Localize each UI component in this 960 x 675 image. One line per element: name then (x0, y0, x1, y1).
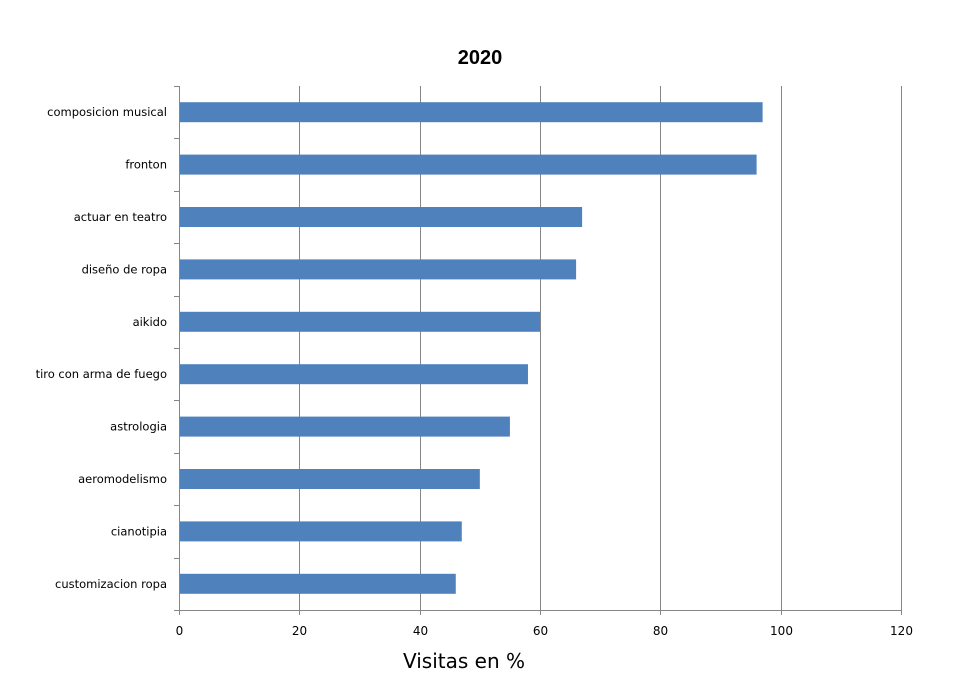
x-tick-label: 120 (890, 624, 913, 638)
x-tick-label: 60 (533, 624, 548, 638)
x-tick-label: 20 (292, 624, 307, 638)
bar (180, 469, 480, 489)
x-tick-label: 100 (770, 624, 793, 638)
x-tick-labels: 0 20 40 60 80 100 120 (176, 624, 913, 638)
bar (180, 207, 583, 227)
bar (180, 259, 577, 280)
bar (180, 364, 528, 385)
x-tick-label: 80 (653, 624, 668, 638)
bar (180, 102, 763, 123)
x-tick-label: 0 (176, 624, 184, 638)
category-label: aeromodelismo (78, 472, 167, 486)
bar (180, 521, 462, 542)
chart-title: 2020 (458, 47, 503, 69)
category-label: aikido (133, 315, 167, 329)
category-label: actuar en teatro (74, 210, 167, 224)
bar (180, 311, 540, 332)
category-label: diseño de ropa (82, 262, 167, 276)
category-label: astrologia (110, 420, 167, 434)
category-label: fronton (125, 158, 167, 172)
category-label: composicion musical (47, 105, 167, 119)
category-label: cianotipia (111, 524, 167, 538)
x-tick-label: 40 (413, 624, 428, 638)
category-label: tiro con arma de fuego (36, 367, 167, 381)
category-labels: composicion musical fronton actuar en teat… (36, 105, 167, 591)
category-label: customizacion ropa (55, 577, 167, 591)
bar (180, 416, 510, 437)
bars (180, 102, 763, 594)
x-axis-title: Visitas en % (403, 649, 525, 673)
bar (180, 573, 456, 594)
axes (174, 86, 902, 615)
bar (180, 154, 757, 175)
